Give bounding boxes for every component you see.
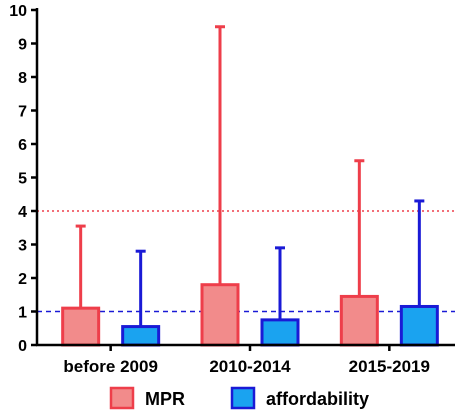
bar-mpr-2 [339,294,379,347]
bar-mpr-1 [200,283,240,347]
legend-label-affordability: affordability [266,389,369,409]
legend-label-mpr: MPR [145,389,185,409]
y-tick-label: 8 [18,70,27,87]
bar-affordability-0 [121,325,161,347]
legend: MPR affordability [109,386,369,410]
reference-lines [37,210,455,313]
y-tick-label: 7 [18,104,27,121]
x-tick-label: 2010-2014 [209,357,291,376]
y-tick-label: 5 [18,171,27,188]
bar-mpr-0 [61,306,101,347]
y-tick-label: 10 [9,3,27,20]
y-tick-label: 0 [18,338,27,355]
legend-swatch-affordability [230,386,256,410]
y-tick-label: 1 [18,305,27,322]
bar-affordability-1 [260,318,300,347]
x-tick-label: 2015-2019 [349,357,430,376]
bar-affordability-2 [399,304,439,347]
legend-swatch-mpr [109,386,135,410]
y-tick-label: 2 [18,271,27,288]
bars-layer [61,25,439,347]
x-tick-label: before 2009 [63,357,158,376]
axes-layer: before 2009 2010-2014 2015-2019 0 1 2 3 4 5 6 7 8 9 1… [9,3,455,376]
y-tick-label: 3 [18,238,27,255]
y-tick-label: 4 [18,204,27,221]
y-tick-label: 6 [18,137,27,154]
y-tick-label: 9 [18,37,27,54]
